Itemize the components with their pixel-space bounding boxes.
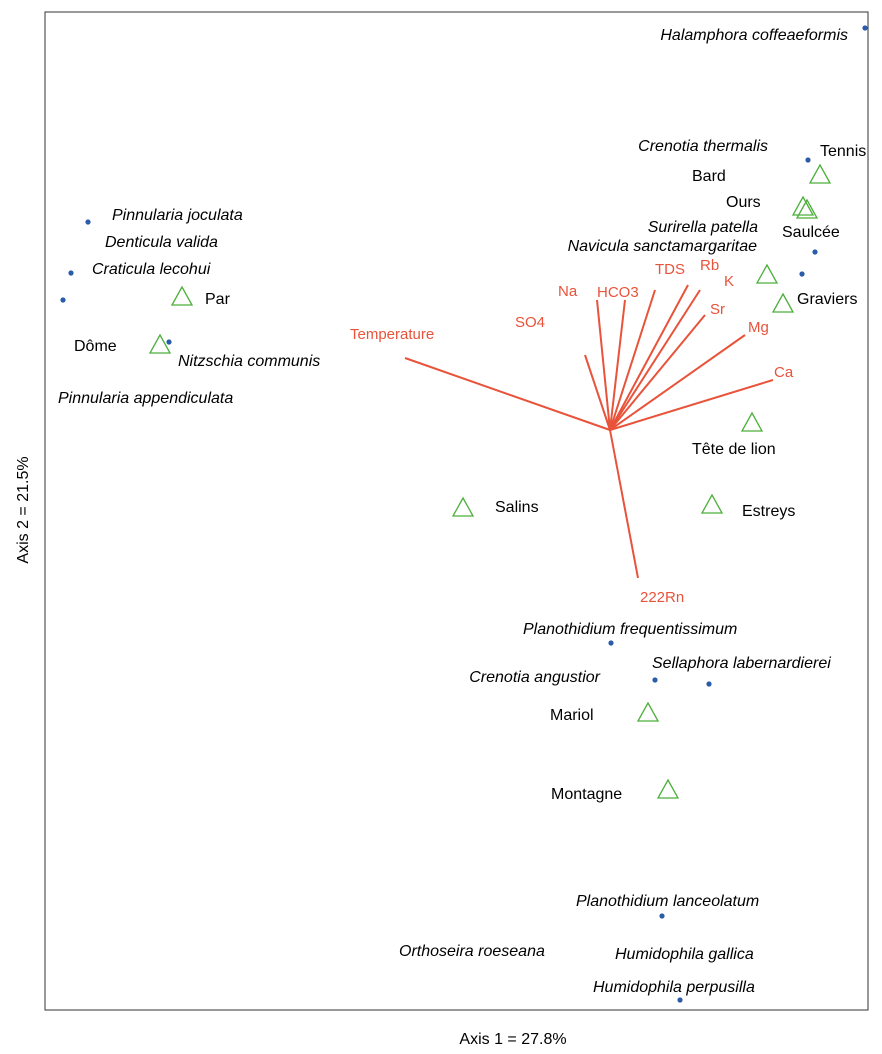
species-label: Planothidium frequentissimum [523,621,737,638]
species-point [799,271,805,277]
site-label: Salins [495,499,539,516]
species-label: Surirella patella [648,219,758,236]
species-point [706,681,712,687]
variable-arrow [609,284,689,431]
species-label: Humidophila gallica [615,946,754,963]
species-label: Pinnularia joculata [112,207,243,224]
species-point [805,157,811,163]
variable-label: HCO3 [597,284,639,301]
species-point [166,339,172,345]
site-label: Montagne [551,786,622,803]
variable-arrow [609,314,706,431]
variable-label: Rb [700,257,719,274]
variable-arrow [609,429,639,579]
site-label: Ours [726,194,761,211]
variable-arrow [609,299,626,431]
species-label: Planothidium lanceolatum [576,893,759,910]
variable-label: Sr [710,301,725,318]
species-label: Denticula valida [105,234,218,251]
variable-label: Mg [748,319,769,336]
species-label: Pinnularia appendiculata [58,390,233,407]
x-axis-label: Axis 1 = 27.8% [459,1031,566,1048]
species-label: Humidophila perpusilla [593,979,755,996]
variable-label: Na [558,283,578,300]
variable-arrow [404,357,611,431]
species-point [652,677,658,683]
plot-frame [44,11,869,1011]
site-point [700,493,724,514]
variable-label: 222Rn [640,589,684,606]
site-point [791,195,815,216]
variable-arrow [609,289,701,431]
variable-arrow [609,289,656,431]
species-label: Crenotia angustior [469,669,600,686]
variable-arrow [584,354,611,431]
species-label: Orthoseira roeseana [399,943,545,960]
site-label: Estreys [742,503,795,520]
variable-label: Ca [774,364,794,381]
site-point [148,333,172,354]
variable-arrow [596,299,611,431]
species-point [812,249,818,255]
species-point [659,913,665,919]
site-label: Mariol [550,707,594,724]
species-label: Halamphora coffeaeformis [660,27,848,44]
site-label: Bard [692,168,726,185]
species-point [677,997,683,1003]
variable-label: Temperature [350,326,434,343]
site-point [636,701,660,722]
site-point [170,285,194,306]
species-label: Sellaphora labernardierei [652,655,831,672]
species-point [608,640,614,646]
y-axis-label: Axis 2 = 21.5% [15,456,32,563]
species-label: Navicula sanctamargaritae [568,238,758,255]
variable-label: SO4 [515,314,545,331]
variable-label: TDS [655,261,685,278]
site-point [808,163,832,184]
species-point [68,270,74,276]
site-label: Saulcée [782,224,840,241]
species-label: Craticula lecohui [92,261,211,278]
site-label: Dôme [74,338,117,355]
site-point [740,411,764,432]
site-label: Tête de lion [692,441,776,458]
site-point [771,292,795,313]
site-point [656,778,680,799]
site-label: Par [205,291,231,308]
species-label: Crenotia thermalis [638,138,768,155]
site-point [755,263,779,284]
site-point [451,496,475,517]
site-point [795,198,819,219]
variable-arrow [609,334,746,431]
species-point [85,219,91,225]
variable-arrow [609,379,774,431]
site-label: Graviers [797,291,857,308]
variable-label: K [724,273,734,290]
site-label: Tennis [820,143,866,160]
species-point [60,297,66,303]
species-point [862,25,868,31]
species-label: Nitzschia communis [178,353,320,370]
